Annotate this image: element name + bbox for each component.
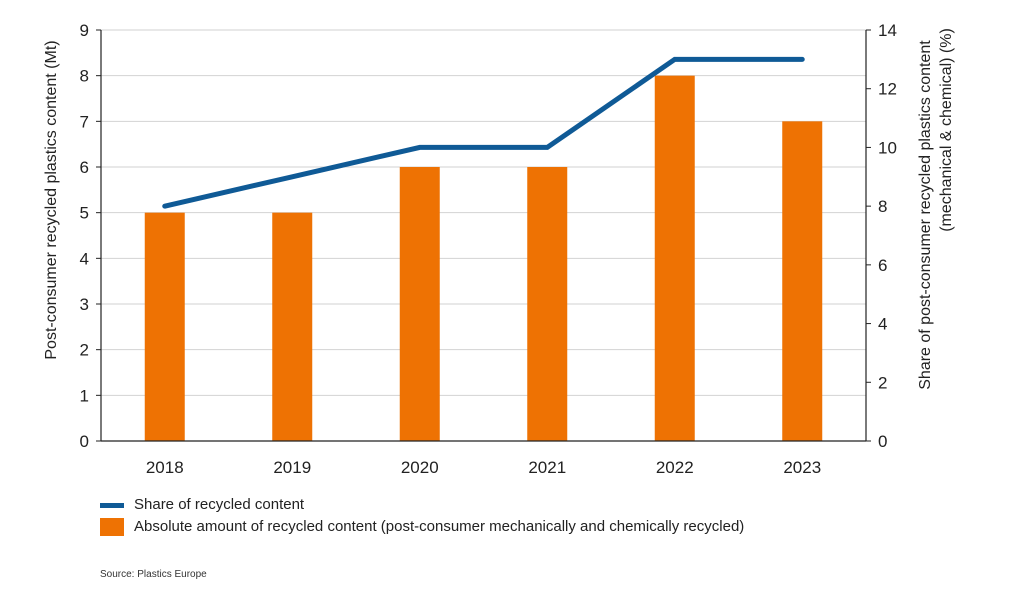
left-tick-label: 8 <box>80 67 89 86</box>
right-axis-label-line1: Share of post-consumer recycled plastics… <box>917 40 934 390</box>
left-tick-label: 7 <box>80 112 89 131</box>
bar-series <box>144 75 823 442</box>
legend: Share of recycled content Absolute amoun… <box>100 494 744 538</box>
x-tick-label: 2019 <box>273 458 311 477</box>
left-axis-ticks: 0 1 2 3 4 5 6 7 8 9 <box>80 21 101 451</box>
bar-2021 <box>527 167 568 441</box>
x-tick-label: 2020 <box>401 458 439 477</box>
bar-2020 <box>399 167 440 441</box>
legend-item-line: Share of recycled content <box>100 494 744 516</box>
right-tick-label: 8 <box>878 197 887 216</box>
grid-lines <box>101 29 866 442</box>
left-tick-label: 5 <box>80 204 89 223</box>
x-tick-label: 2021 <box>528 458 566 477</box>
right-axis-ticks: 0 2 4 6 8 10 12 14 <box>866 21 897 451</box>
legend-line-swatch <box>100 502 124 508</box>
left-axis-label: Post-consumer recycled plastics content … <box>43 40 60 359</box>
bar-2022 <box>654 75 695 442</box>
right-tick-label: 14 <box>878 21 897 40</box>
right-tick-label: 10 <box>878 138 897 157</box>
x-tick-label: 2023 <box>783 458 821 477</box>
legend-bar-label: Absolute amount of recycled content (pos… <box>134 518 745 535</box>
right-tick-label: 0 <box>878 432 887 451</box>
left-tick-label: 6 <box>80 158 89 177</box>
right-tick-label: 4 <box>878 315 887 334</box>
legend-item-bar: Absolute amount of recycled content (pos… <box>100 516 744 538</box>
left-tick-label: 2 <box>80 341 89 360</box>
axes <box>100 30 867 442</box>
left-tick-label: 3 <box>80 295 89 314</box>
legend-line-label: Share of recycled content <box>134 496 305 513</box>
bar-2019 <box>272 212 313 441</box>
left-tick-label: 4 <box>80 249 89 268</box>
source-note: Source: Plastics Europe <box>100 569 207 580</box>
bar-2023 <box>782 121 823 441</box>
right-tick-label: 12 <box>878 80 897 99</box>
bar-2018 <box>144 212 185 441</box>
left-tick-label: 0 <box>80 432 89 451</box>
x-tick-label: 2022 <box>656 458 694 477</box>
x-axis-ticks: 2018 2019 2020 2021 2022 2023 <box>146 458 821 477</box>
right-axis-label-line2: (mechanical & chemical) (%) <box>938 28 955 232</box>
left-tick-label: 9 <box>80 21 89 40</box>
left-tick-label: 1 <box>80 386 89 405</box>
right-tick-label: 2 <box>878 373 887 392</box>
x-tick-label: 2018 <box>146 458 184 477</box>
share-line <box>162 56 805 209</box>
line-series <box>162 56 805 209</box>
right-tick-label: 6 <box>878 256 887 275</box>
legend-bar-swatch <box>100 518 124 536</box>
